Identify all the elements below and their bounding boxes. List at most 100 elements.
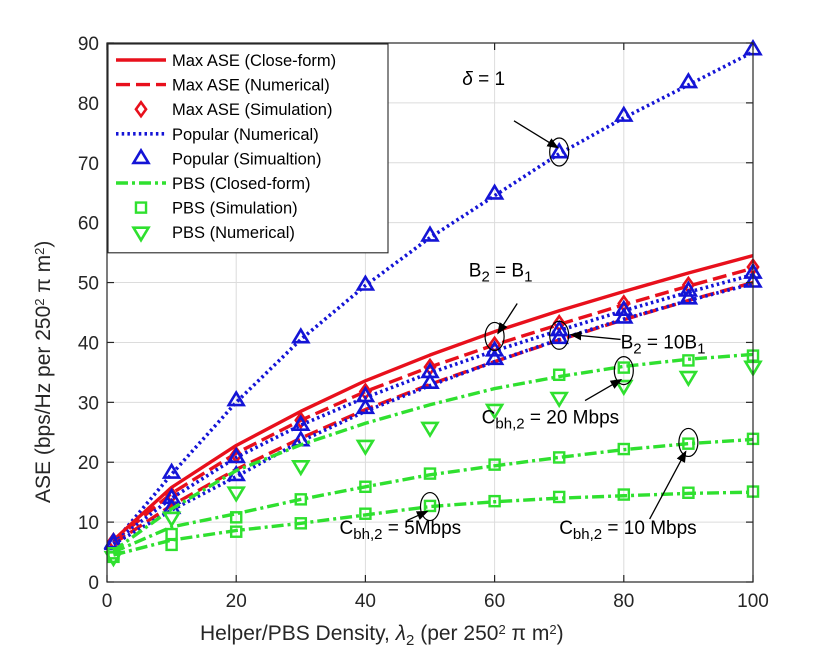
series-point-11-1 — [617, 361, 631, 374]
series-point-6-7 — [549, 319, 569, 337]
annotation-circle-c20 — [613, 355, 634, 386]
x-axis-label: Helper/PBS Density, λ2 (per 2502 π m2) — [200, 622, 564, 649]
legend-item-6: PBS (Simulation) — [134, 200, 298, 218]
annotation-b2-eq-b1: B2 = B1 — [469, 261, 532, 352]
legend-item-1: Max ASE (Numerical) — [116, 77, 330, 95]
y-tick-label-0: 0 — [88, 573, 99, 594]
series-point-6-2 — [226, 446, 246, 464]
annotation-circle-b2-eq-b1 — [484, 321, 505, 352]
series-point-1-9 — [678, 71, 699, 89]
annotation-delta: δ = 1 — [462, 69, 570, 167]
series-point-14-7 — [552, 451, 566, 464]
series-point-16-5 — [423, 499, 437, 513]
x-axis-label-part: (per 250 — [414, 622, 498, 645]
legend-marker-6 — [134, 201, 148, 214]
series-point-9-7 — [549, 327, 569, 345]
annotation-label-c5-part: C — [340, 518, 354, 539]
series-point-14-1 — [165, 527, 178, 541]
y-tick-label-90: 90 — [78, 34, 99, 55]
y-axis-label-part: π m — [32, 255, 55, 299]
y-tick-label-50: 50 — [78, 274, 99, 295]
series-point-1-8 — [614, 105, 634, 122]
series-line-10 — [112, 352, 754, 553]
series-point-16-4 — [359, 507, 372, 520]
axes-group: 0 20 40 60 80 100 0 10 20 30 40 50 60 70 80 90 — [78, 34, 769, 612]
series-line-13 — [112, 437, 754, 554]
y-tick-label-30: 30 — [78, 393, 99, 414]
legend-item-4: Popular (Simualtion) — [131, 147, 321, 168]
series-line-0 — [112, 50, 754, 545]
annotation-label-c5-part: bh,2 — [353, 526, 382, 543]
annotation-label-b2-eq-10b1: B2 = 10B1 — [621, 332, 706, 357]
annotation-arrow-b2-eq-10b1 — [569, 331, 621, 341]
series-14 — [107, 432, 760, 560]
series-point-14-2 — [229, 511, 243, 524]
series-point-16-9 — [682, 486, 695, 500]
y-tick-label-80: 80 — [78, 94, 99, 115]
x-axis-label-part: 2 — [498, 622, 505, 637]
series-point-12-1 — [161, 511, 182, 528]
series-line-2 — [112, 253, 754, 542]
x-tick-label-60: 60 — [484, 591, 505, 612]
series-15 — [113, 490, 754, 557]
x-tick-label-0: 0 — [102, 591, 113, 612]
series-point-16-1 — [165, 538, 178, 552]
annotation-label-c5-part: = 5Mbps — [382, 518, 461, 539]
legend-item-7: PBS (Numerical) — [131, 224, 295, 243]
series-point-1-4 — [355, 274, 376, 291]
annotation-label-c10-part: bh,2 — [573, 526, 602, 543]
series-10 — [112, 352, 754, 553]
series-point-12-4 — [355, 439, 376, 456]
annotation-arrow-b2-eq-b1 — [497, 303, 518, 335]
annotation-b2-eq-10b1: B2 = 10B1 — [549, 320, 706, 357]
series-point-14-6 — [488, 458, 501, 471]
x-axis-label-part: π m — [506, 622, 550, 645]
series-5 — [112, 273, 754, 544]
series-point-14-8 — [617, 442, 631, 456]
series-point-16-3 — [294, 517, 308, 530]
annotation-arrow-c5 — [407, 510, 429, 521]
series-point-16-0 — [107, 550, 120, 564]
y-tick-label-70: 70 — [78, 154, 99, 175]
series-point-6-8 — [614, 299, 634, 316]
series-2 — [112, 253, 754, 542]
legend-marker-4 — [131, 147, 151, 165]
series-point-6-3 — [291, 414, 311, 431]
legend-label-5: PBS (Closed-form) — [172, 175, 310, 193]
legend-marker-2 — [134, 99, 148, 119]
series-point-12-9 — [678, 370, 699, 388]
series-point-12-2 — [226, 486, 246, 503]
annotation-label-c20-part: C — [482, 407, 496, 428]
y-tick-label-40: 40 — [78, 333, 99, 354]
series-point-11-0 — [552, 368, 566, 382]
legend-label-6: PBS (Simulation) — [172, 200, 298, 218]
legend-label-3: Popular (Numerical) — [172, 126, 319, 144]
series-point-16-6 — [488, 494, 501, 508]
legend-label-0: Max ASE (Close-form) — [172, 52, 336, 70]
legend-item-0: Max ASE (Close-form) — [116, 52, 336, 70]
series-point-9-4 — [355, 397, 376, 415]
y-tick-label-60: 60 — [78, 214, 99, 235]
annotation-label-b2-eq-b1-part: = B — [490, 261, 524, 282]
annotation-arrow-c20 — [584, 378, 623, 402]
series-point-14-3 — [294, 493, 308, 506]
y-axis-label-part: ) — [32, 241, 55, 248]
series-point-1-3 — [291, 327, 311, 344]
series-point-14-5 — [423, 467, 437, 480]
annotation-label-delta-part: = 1 — [473, 69, 505, 90]
annotation-c5: Cbh,2 = 5Mbps — [340, 491, 461, 543]
series-point-1-2 — [226, 390, 246, 407]
legend-label-2: Max ASE (Simulation) — [172, 101, 332, 119]
legend: Max ASE (Close-form) Max ASE (Numerical) M… — [107, 43, 389, 254]
series-point-12-6 — [484, 403, 505, 421]
annotation-circle-b2-eq-10b1 — [549, 320, 570, 350]
legend-item-5: PBS (Closed-form) — [116, 175, 310, 193]
series-point-12-3 — [291, 459, 311, 477]
legend-label-7: PBS (Numerical) — [172, 224, 295, 242]
annotation-label-b2-eq-10b1-part: B — [621, 332, 634, 353]
series-point-14-4 — [359, 480, 372, 494]
annotation-arrow-delta — [513, 120, 559, 149]
series-8 — [112, 282, 754, 546]
